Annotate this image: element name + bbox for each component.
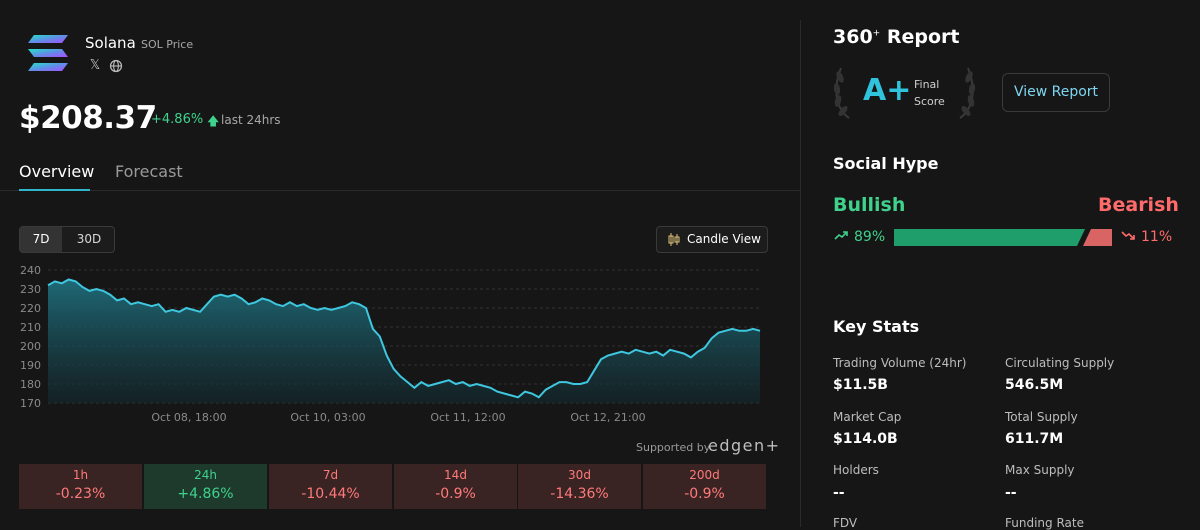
final-score-label: Final Score <box>914 76 945 110</box>
coin-subtitle: SOL Price <box>141 38 194 51</box>
perf-box-24h: 24h +4.86% <box>144 464 267 509</box>
price-chart[interactable]: 240 230 220 210 200 190 180 170 Oct 08, 18:00 Oc… <box>0 258 800 438</box>
laurel-left-icon <box>833 67 850 119</box>
stat-label-total-supply: Total Supply <box>1005 410 1078 424</box>
final-label-line2: Score <box>914 95 945 108</box>
perf-value: -0.23% <box>55 486 106 502</box>
stat-value-trading-volume: $11.5B <box>833 377 888 393</box>
perf-box-200d: 200d -0.9% <box>643 464 766 509</box>
y-tick-label: 190 <box>20 359 41 372</box>
y-tick-label: 230 <box>20 283 41 296</box>
report-title-sup: + <box>872 28 881 39</box>
stat-label-holders: Holders <box>833 463 879 477</box>
perf-value: -0.9% <box>684 486 725 502</box>
stat-label-trading-volume: Trading Volume (24hr) <box>833 356 967 370</box>
perf-label: 200d <box>689 468 720 482</box>
perf-label: 24h <box>194 468 217 482</box>
report-title: 360+ Report <box>833 26 959 48</box>
candle-view-button[interactable]: Candle View <box>656 226 768 253</box>
perf-box-14d: 14d -0.9% <box>394 464 517 509</box>
perf-label: 30d <box>568 468 591 482</box>
bearish-bar-segment <box>1083 229 1112 246</box>
tab-forecast[interactable]: Forecast <box>115 162 183 181</box>
range-7d-button[interactable]: 7D <box>20 227 62 252</box>
x-tick-label: Oct 11, 12:00 <box>430 411 505 424</box>
perf-box-7d: 7d -10.44% <box>269 464 392 509</box>
perf-value: -0.9% <box>435 486 476 502</box>
bullish-percent: 89% <box>854 229 886 245</box>
solana-logo-icon <box>28 35 68 71</box>
active-tab-indicator <box>19 189 90 191</box>
arrow-up-icon: 🡅 <box>207 114 220 128</box>
perf-label: 1h <box>72 468 89 482</box>
stat-label-funding-rate: Funding Rate <box>1005 516 1084 530</box>
laurel-right-icon <box>959 67 976 119</box>
range-toggle: 7D 30D <box>19 226 115 253</box>
stat-value-circulating-supply: 546.5M <box>1005 377 1064 393</box>
y-tick-label: 210 <box>20 321 41 334</box>
sentiment-bar <box>894 229 1112 246</box>
current-price: $208.37 <box>19 100 157 136</box>
key-stats-title: Key Stats <box>833 317 920 336</box>
x-icon[interactable]: 𝕏 <box>89 58 101 73</box>
perf-label: 7d <box>322 468 339 482</box>
bearish-label: Bearish <box>1098 194 1179 216</box>
candlestick-icon <box>668 233 680 246</box>
panel-divider <box>800 20 801 527</box>
stat-value-market-cap: $114.0B <box>833 431 898 447</box>
candle-view-label: Candle View <box>687 232 761 246</box>
social-hype-title: Social Hype <box>833 154 939 173</box>
price-change: +4.86% <box>151 112 204 127</box>
y-tick-label: 200 <box>20 340 41 353</box>
report-grade: A+ <box>863 73 912 108</box>
view-report-button[interactable]: View Report <box>1002 73 1110 112</box>
price-area-fill <box>48 279 760 403</box>
price-panel: Solana SOL Price 𝕏 $208.37 +4.86% 🡅 last… <box>0 34 800 509</box>
bearish-percent: 11% <box>1141 229 1173 245</box>
supported-by-label: Supported by <box>636 441 711 454</box>
perf-label: 14d <box>444 468 467 482</box>
y-tick-label: 240 <box>20 264 41 277</box>
report-title-number: 360 <box>833 26 873 48</box>
bullish-label: Bullish <box>833 194 906 216</box>
y-tick-label: 170 <box>20 397 41 410</box>
tab-overview[interactable]: Overview <box>19 162 95 181</box>
perf-box-30d: 30d -14.36% <box>518 464 641 509</box>
edgen-logo: edgen+ <box>708 436 781 455</box>
y-tick-label: 180 <box>20 378 41 391</box>
final-label-line1: Final <box>914 78 940 91</box>
report-title-suffix: Report <box>886 26 960 48</box>
x-tick-label: Oct 10, 03:00 <box>290 411 365 424</box>
stat-label-max-supply: Max Supply <box>1005 463 1075 477</box>
perf-value: -14.36% <box>550 486 609 502</box>
x-tick-label: Oct 12, 21:00 <box>570 411 645 424</box>
globe-icon[interactable] <box>109 59 123 73</box>
range-30d-button[interactable]: 30D <box>76 232 102 246</box>
y-tick-label: 220 <box>20 302 41 315</box>
stat-value-max-supply: -- <box>1005 485 1017 501</box>
stat-value-holders: -- <box>833 485 845 501</box>
bullish-bar-segment <box>894 229 1086 246</box>
stat-value-total-supply: 611.7M <box>1005 431 1064 447</box>
change-period: last 24hrs <box>221 113 281 127</box>
perf-value: -10.44% <box>301 486 360 502</box>
insights-panel: 360+ Report A+ Final Score View Report S… <box>801 0 1200 530</box>
stat-label-market-cap: Market Cap <box>833 410 902 424</box>
trend-up-icon <box>834 231 848 240</box>
tab-divider <box>0 190 800 191</box>
perf-box-1h: 1h -0.23% <box>19 464 142 509</box>
x-tick-label: Oct 08, 18:00 <box>151 411 226 424</box>
coin-name: Solana <box>85 34 136 52</box>
stat-label-circulating-supply: Circulating Supply <box>1005 356 1115 370</box>
price-line <box>47 278 761 399</box>
perf-value: +4.86% <box>177 486 234 502</box>
trend-down-icon <box>1121 231 1135 240</box>
stat-label-fdv: FDV <box>833 516 858 530</box>
